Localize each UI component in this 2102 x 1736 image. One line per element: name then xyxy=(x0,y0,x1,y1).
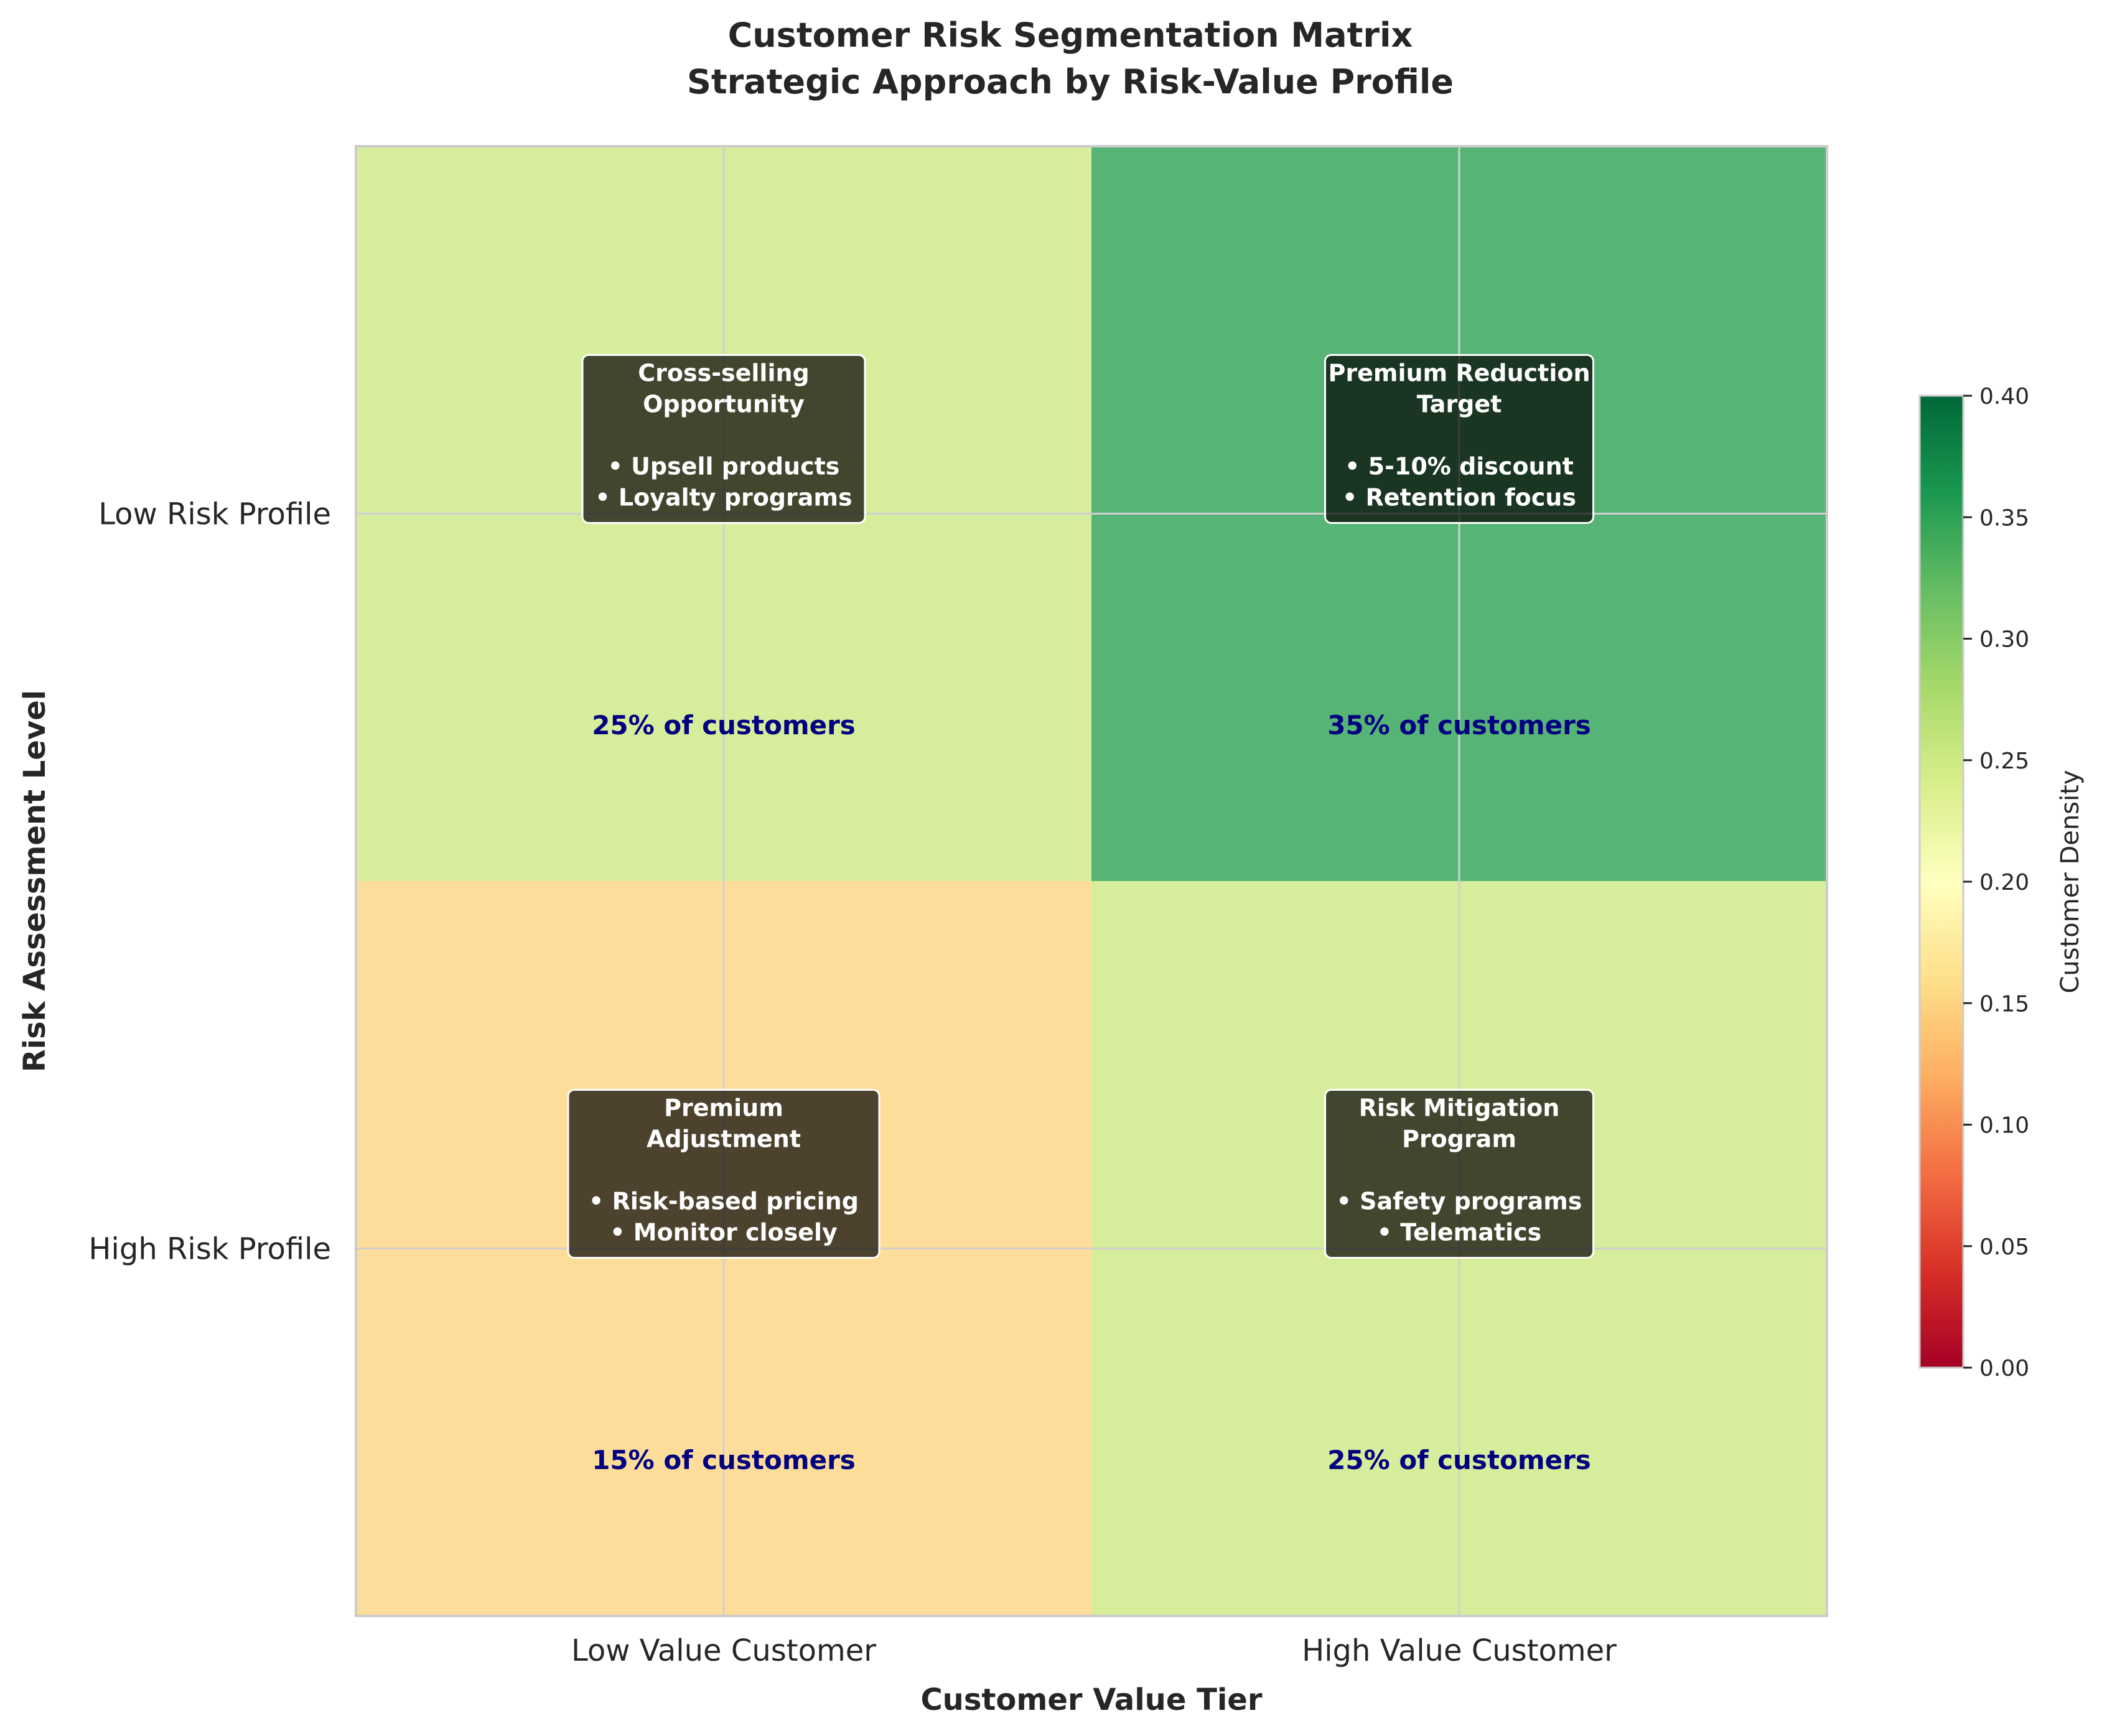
x-axis-title: Customer Value Tier xyxy=(920,1682,1262,1717)
strategy-text-line: Cross-selling xyxy=(638,360,809,387)
strategy-box-background xyxy=(1324,1089,1594,1259)
strategy-text-line: Opportunity xyxy=(643,391,805,418)
colorbar-tick-label: 0.40 xyxy=(1979,384,2029,409)
y-tick-label: Low Risk Profile xyxy=(98,497,331,532)
strategy-box-background xyxy=(567,1089,881,1259)
strategy-text-line: • Safety programs xyxy=(1337,1188,1582,1215)
strategy-text-line: • Telematics xyxy=(1377,1219,1542,1246)
colorbar-gradient xyxy=(1918,394,1964,1369)
strategy-text-line: Risk Mitigation xyxy=(1359,1094,1560,1122)
x-tick-label: Low Value Customer xyxy=(571,1633,876,1668)
colorbar-ticks: 0.00 0.05 0.10 0.15 0.20 0.25 0.30 0.35 0.40 xyxy=(1963,384,2029,1381)
customer-share-label: 25% of customers xyxy=(1327,1445,1591,1475)
customer-share-label: 15% of customers xyxy=(592,1445,856,1475)
strategy-text-line: • Loyalty programs xyxy=(595,484,852,511)
strategy-text-line: • 5-10% discount xyxy=(1345,453,1574,480)
chart-title: Customer Risk Segmentation Matrix xyxy=(728,16,1413,55)
strategy-text-line: Premium Reduction xyxy=(1328,360,1590,387)
strategy-box: Premium Reduction Target • 5-10% discount •… xyxy=(1324,354,1594,524)
colorbar-tick-label: 0.10 xyxy=(1979,1113,2029,1139)
heatmap-cells xyxy=(356,146,1827,1616)
y-axis-title: Risk Assessment Level xyxy=(17,690,52,1072)
colorbar-tick-label: 0.15 xyxy=(1979,991,2029,1017)
strategy-text-line: Program xyxy=(1402,1126,1516,1153)
customer-share-label: 25% of customers xyxy=(592,710,856,740)
colorbar-tick-label: 0.35 xyxy=(1979,505,2029,531)
colorbar: 0.00 0.05 0.10 0.15 0.20 0.25 0.30 0.35 0.40 Cus… xyxy=(1918,384,2085,1381)
x-axis-ticks: Low Value Customer High Value Customer xyxy=(571,1633,1617,1668)
strategy-box-background xyxy=(1324,354,1594,524)
strategy-text-line: Adjustment xyxy=(647,1126,801,1153)
y-axis-ticks: Low Risk Profile High Risk Profile xyxy=(88,497,331,1267)
strategy-text-line: • Upsell products xyxy=(608,453,840,480)
strategy-box: Cross-selling Opportunity • Upsell product… xyxy=(581,354,866,524)
strategy-text-line: • Risk-based pricing xyxy=(589,1188,859,1215)
strategy-text-line: Premium xyxy=(664,1094,783,1122)
colorbar-tick-label: 0.30 xyxy=(1979,627,2029,653)
strategy-box-background xyxy=(581,354,866,524)
colorbar-tick-label: 0.00 xyxy=(1979,1356,2029,1381)
y-tick-label: High Risk Profile xyxy=(88,1232,331,1267)
strategy-text-line: Target xyxy=(1417,391,1502,418)
strategy-text-line: • Monitor closely xyxy=(610,1219,838,1246)
customer-share-label: 35% of customers xyxy=(1327,710,1591,740)
colorbar-tick-label: 0.05 xyxy=(1979,1234,2029,1260)
x-tick-label: High Value Customer xyxy=(1302,1633,1617,1668)
cell-annotations: Cross-selling Opportunity • Upsell product… xyxy=(567,354,1594,1475)
strategy-box: Premium Adjustment • Risk-based pricing • M… xyxy=(567,1089,881,1259)
plot-frame xyxy=(355,145,1828,1617)
chart-subtitle: Strategic Approach by Risk-Value Profile xyxy=(687,62,1454,101)
colorbar-tick-label: 0.20 xyxy=(1979,870,2029,895)
strategy-text-line: • Retention focus xyxy=(1342,484,1576,511)
colorbar-label: Customer Density xyxy=(2056,770,2085,993)
strategy-box: Risk Mitigation Program • Safety programs •… xyxy=(1324,1089,1594,1259)
colorbar-tick-label: 0.25 xyxy=(1979,749,2029,774)
